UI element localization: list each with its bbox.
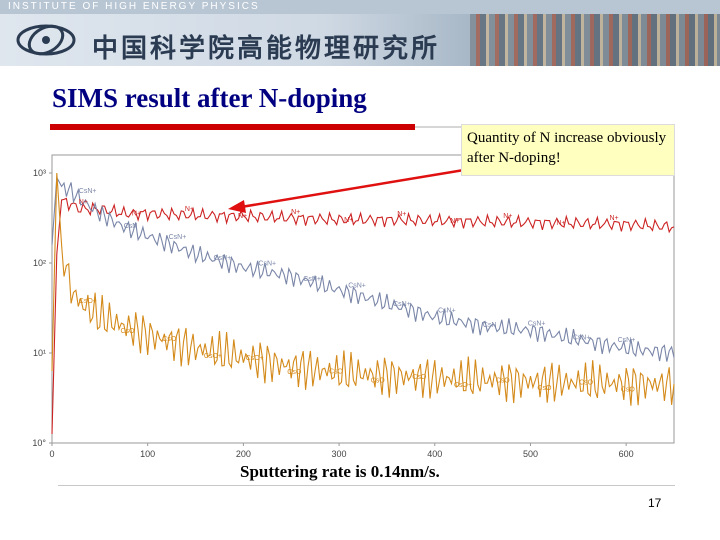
x-tick-label: 600 — [619, 449, 634, 459]
series-point-label: CsN+ — [573, 334, 591, 341]
series-point-label: CsN+ — [438, 308, 456, 315]
x-tick-label: 200 — [236, 449, 251, 459]
series-point-label: CsO — [579, 380, 594, 387]
x-tick-label: 400 — [427, 449, 442, 459]
series-point-label: N+ — [556, 220, 565, 227]
series-point-label: CsN+ — [214, 255, 232, 262]
chart-caption: Sputtering rate is 0.14nm/s. — [240, 462, 440, 481]
series-point-label: CsN+ — [258, 260, 276, 267]
header-banner: INSTITUTE OF HIGH ENERGY PHYSICS 中国科学院高能… — [0, 0, 720, 66]
institute-name-en: INSTITUTE OF HIGH ENERGY PHYSICS — [8, 1, 260, 12]
series-point-label: N+ — [610, 215, 619, 222]
series-point-label: CsN+ — [393, 301, 411, 308]
institute-name-cn: 中国科学院高能物理研究所 — [92, 34, 441, 64]
series-line-csn-plus — [51, 175, 675, 362]
series-point-label: N+ — [238, 213, 247, 220]
series-point-label: CsO+ — [204, 353, 222, 360]
series-point-label: CsN — [483, 322, 497, 329]
footer-divider — [58, 485, 675, 486]
series-point-label: N+ — [503, 213, 512, 220]
series-point-label: CsN+ — [618, 337, 636, 344]
slide-title: SIMS result after N-doping — [52, 83, 367, 113]
banner-photo — [470, 14, 720, 66]
series-point-label: CsO+ — [79, 298, 97, 305]
x-tick-label: 500 — [523, 449, 538, 459]
series-point-label: N+ — [450, 218, 459, 225]
y-tick-label: 10° — [32, 438, 46, 448]
series-point-label: CsO — [371, 378, 386, 385]
y-tick-label: 10³ — [33, 168, 46, 178]
series-point-label: CsO — [496, 378, 511, 385]
series-point-label: N+ — [185, 206, 194, 213]
series-point-label: CsO — [537, 385, 552, 392]
x-tick-label: 100 — [140, 449, 155, 459]
series-point-label: CsN+ — [303, 276, 321, 283]
series-point-label: CsN+ — [348, 283, 366, 290]
x-tick-label: 300 — [332, 449, 347, 459]
series-point-label: N+ — [132, 211, 141, 218]
callout-box: Quantity of N increase obviously after N… — [461, 124, 675, 176]
series-line-n-plus — [51, 197, 675, 435]
series-point-label: CsN+ — [528, 320, 546, 327]
series-point-label: CsN+ — [169, 234, 187, 241]
page-number: 17 — [648, 496, 662, 510]
ihep-logo-icon — [16, 24, 76, 56]
series-point-label: CsO — [412, 374, 427, 381]
callout-arrowhead — [228, 200, 246, 213]
title-accent-bar — [50, 124, 415, 130]
series-point-label: CsO+ — [246, 355, 264, 362]
series-point-label: CsO — [162, 336, 177, 343]
callout-arrow — [234, 168, 465, 210]
plot-area — [51, 154, 675, 444]
series-point-label: CsO — [621, 387, 636, 394]
series-point-label: CsN+ — [79, 188, 97, 195]
series-point-label: N+ — [291, 209, 300, 216]
series-point-label: CsO — [329, 369, 344, 376]
y-tick-label: 10¹ — [33, 348, 46, 358]
series-line-cso-plus — [51, 172, 675, 406]
series-point-label: CsN — [124, 223, 138, 230]
series-point-label: N+ — [79, 199, 88, 206]
series-point-label: N+ — [397, 211, 406, 218]
y-tick-label: 10² — [33, 258, 46, 268]
series-point-label: CsO — [121, 328, 136, 335]
banner-strip — [0, 0, 720, 14]
series-point-label: CsO — [287, 369, 302, 376]
series-point-label: N+ — [344, 217, 353, 224]
series-point-label: CsO+ — [454, 382, 472, 389]
x-tick-label: 0 — [49, 449, 54, 459]
